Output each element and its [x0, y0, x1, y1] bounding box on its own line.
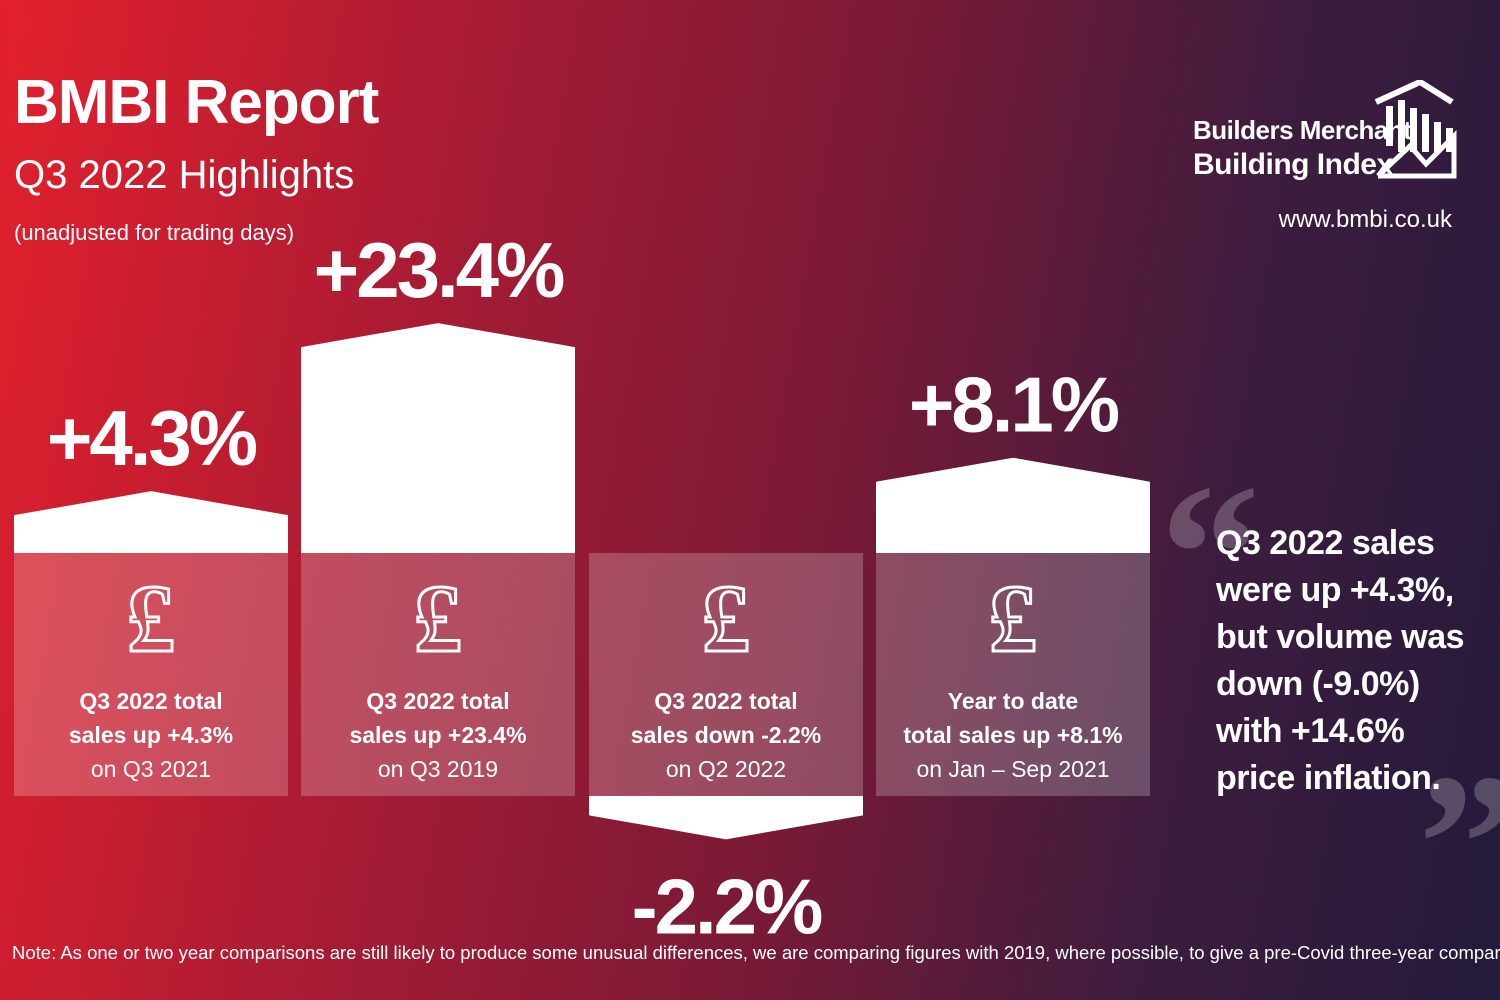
bar-2	[301, 323, 575, 553]
quote-text: Q3 2022 sales were up +4.3%, but volume …	[1216, 524, 1465, 797]
brand-name-line2: Building Index	[1193, 148, 1393, 181]
bar-caption-bold: sales up +23.4%	[349, 722, 527, 748]
bar-value-label-1: +4.3%	[47, 394, 257, 482]
bar-box-1: £ Q3 2022 total sales up +4.3% on Q3 202…	[14, 553, 288, 796]
pound-sign-icon: £	[988, 565, 1039, 672]
bar-box-3: £ Q3 2022 total sales down -2.2% on Q2 2…	[589, 553, 863, 796]
bar-caption-bold: Year to date	[947, 688, 1079, 714]
open-quote-mark: “	[1160, 444, 1260, 665]
bar-value-label-2: +23.4%	[314, 226, 564, 314]
bar-caption: on Jan – Sep 2021	[916, 756, 1110, 782]
bar-caption-bold: Q3 2022 total	[654, 688, 798, 714]
page-title: BMBI Report	[14, 68, 379, 137]
brand-url[interactable]: www.bmbi.co.uk	[1278, 206, 1452, 233]
pound-sign-icon: £	[413, 565, 464, 672]
bar-value-label-3: -2.2%	[632, 862, 822, 950]
bar-caption-bold: sales up +4.3%	[68, 722, 234, 748]
bar-caption: on Q3 2019	[377, 756, 499, 782]
bar-box-4: £ Year to date total sales up +8.1% on J…	[876, 553, 1150, 796]
subtitle-note: (unadjusted for trading days)	[14, 220, 295, 245]
bar-caption-bold: Q3 2022 total	[366, 688, 510, 714]
footer-note: Note: As one or two year comparisons are…	[12, 942, 1500, 963]
house-bars-icon	[1374, 80, 1457, 179]
pound-sign-icon: £	[701, 565, 752, 672]
close-quote-mark: ”	[1418, 745, 1500, 945]
bar-caption: on Q3 2021	[90, 756, 212, 782]
brand-name-line1: Builders Merchant	[1193, 115, 1412, 145]
bar-box-2: £ Q3 2022 total sales up +23.4% on Q3 20…	[301, 553, 575, 796]
bar-value-label-4: +8.1%	[909, 361, 1119, 449]
bar-3	[589, 796, 863, 840]
bar-4	[876, 457, 1150, 553]
bar-caption-bold: sales down -2.2%	[630, 722, 822, 748]
pound-sign-icon: £	[126, 565, 177, 672]
bar-caption-bold: Q3 2022 total	[79, 688, 223, 714]
page-subtitle: Q3 2022 Highlights	[14, 153, 355, 197]
bar-caption: on Q2 2022	[665, 756, 787, 782]
bar-caption-bold: total sales up +8.1%	[903, 722, 1123, 748]
bar-1	[14, 491, 288, 553]
